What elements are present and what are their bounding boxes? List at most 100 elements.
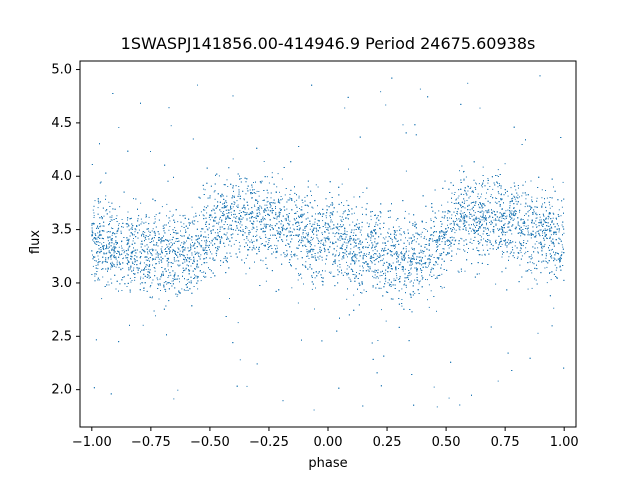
data-point: [439, 255, 441, 257]
data-point: [481, 219, 483, 221]
data-point: [550, 249, 552, 251]
data-point: [269, 203, 271, 205]
data-point: [441, 264, 442, 266]
data-point: [530, 206, 532, 208]
data-point: [437, 242, 439, 244]
data-point: [404, 283, 406, 285]
data-point: [475, 222, 477, 224]
data-point: [131, 280, 133, 281]
data-point: [535, 220, 537, 222]
data-point: [115, 247, 117, 249]
data-point: [344, 233, 346, 235]
data-point: [256, 215, 258, 217]
data-point: [339, 239, 341, 241]
data-point: [501, 220, 503, 222]
data-point: [103, 242, 105, 243]
data-point: [415, 241, 417, 243]
data-point: [228, 244, 230, 246]
data-point: [256, 190, 258, 192]
data-point: [410, 257, 412, 259]
data-point: [231, 208, 233, 210]
data-point: [235, 221, 237, 223]
data-point: [125, 255, 127, 257]
data-point: [347, 239, 349, 241]
data-point: [309, 228, 311, 230]
data-point: [152, 296, 153, 298]
data-point: [148, 230, 150, 232]
data-point: [519, 211, 520, 213]
data-point: [515, 211, 517, 212]
data-point: [519, 229, 521, 230]
data-point: [373, 254, 375, 256]
data-point: [118, 266, 120, 268]
data-point: [226, 236, 228, 238]
data-point: [116, 262, 118, 264]
data-point: [186, 279, 188, 281]
data-point: [216, 253, 218, 255]
data-point: [405, 248, 407, 250]
data-point: [346, 268, 348, 270]
data-point: [468, 216, 470, 218]
data-point: [534, 243, 536, 245]
data-point: [110, 219, 112, 221]
data-point: [116, 232, 118, 234]
data-point: [374, 229, 376, 231]
data-point: [337, 226, 339, 228]
data-point: [336, 245, 338, 247]
data-point: [485, 198, 487, 200]
data-point: [558, 229, 560, 231]
data-point: [145, 259, 147, 261]
data-point: [325, 263, 326, 265]
data-point: [248, 208, 250, 210]
data-point: [546, 266, 548, 268]
data-point: [252, 224, 254, 226]
data-point: [433, 274, 435, 276]
data-point: [230, 227, 232, 229]
data-point: [129, 268, 131, 270]
data-point: [481, 186, 483, 188]
data-point: [379, 223, 381, 225]
data-point: [247, 213, 249, 215]
data-point: [94, 237, 96, 239]
data-point: [162, 273, 164, 275]
data-point: [356, 226, 358, 228]
data-point: [266, 201, 268, 203]
data-point: [307, 232, 309, 234]
data-point: [254, 205, 256, 207]
data-point: [123, 252, 125, 254]
data-point: [349, 224, 351, 226]
data-point: [308, 250, 310, 252]
data-point: [297, 302, 299, 304]
data-point: [459, 229, 461, 231]
data-point: [398, 226, 400, 228]
data-point: [258, 209, 260, 211]
data-point: [412, 263, 413, 265]
data-point: [501, 243, 503, 245]
data-point: [216, 255, 217, 257]
data-point: [478, 183, 480, 185]
data-point: [443, 234, 444, 236]
data-point: [193, 258, 195, 260]
data-point: [397, 261, 399, 263]
data-point: [363, 289, 365, 291]
data-point: [95, 265, 97, 266]
data-point: [344, 107, 346, 109]
data-point: [247, 239, 249, 241]
data-point: [387, 231, 389, 233]
data-point: [216, 235, 218, 237]
data-point: [114, 246, 116, 248]
data-point: [281, 178, 283, 180]
data-point: [497, 380, 499, 382]
data-point: [410, 273, 412, 275]
data-point: [376, 218, 378, 220]
data-point: [316, 237, 318, 239]
data-point: [238, 186, 240, 187]
data-point: [422, 263, 424, 265]
data-point: [499, 220, 500, 222]
data-point: [465, 229, 467, 231]
data-point: [184, 249, 186, 251]
data-point: [530, 237, 532, 239]
data-point: [325, 241, 327, 243]
data-point: [264, 204, 266, 206]
data-point: [483, 211, 485, 213]
